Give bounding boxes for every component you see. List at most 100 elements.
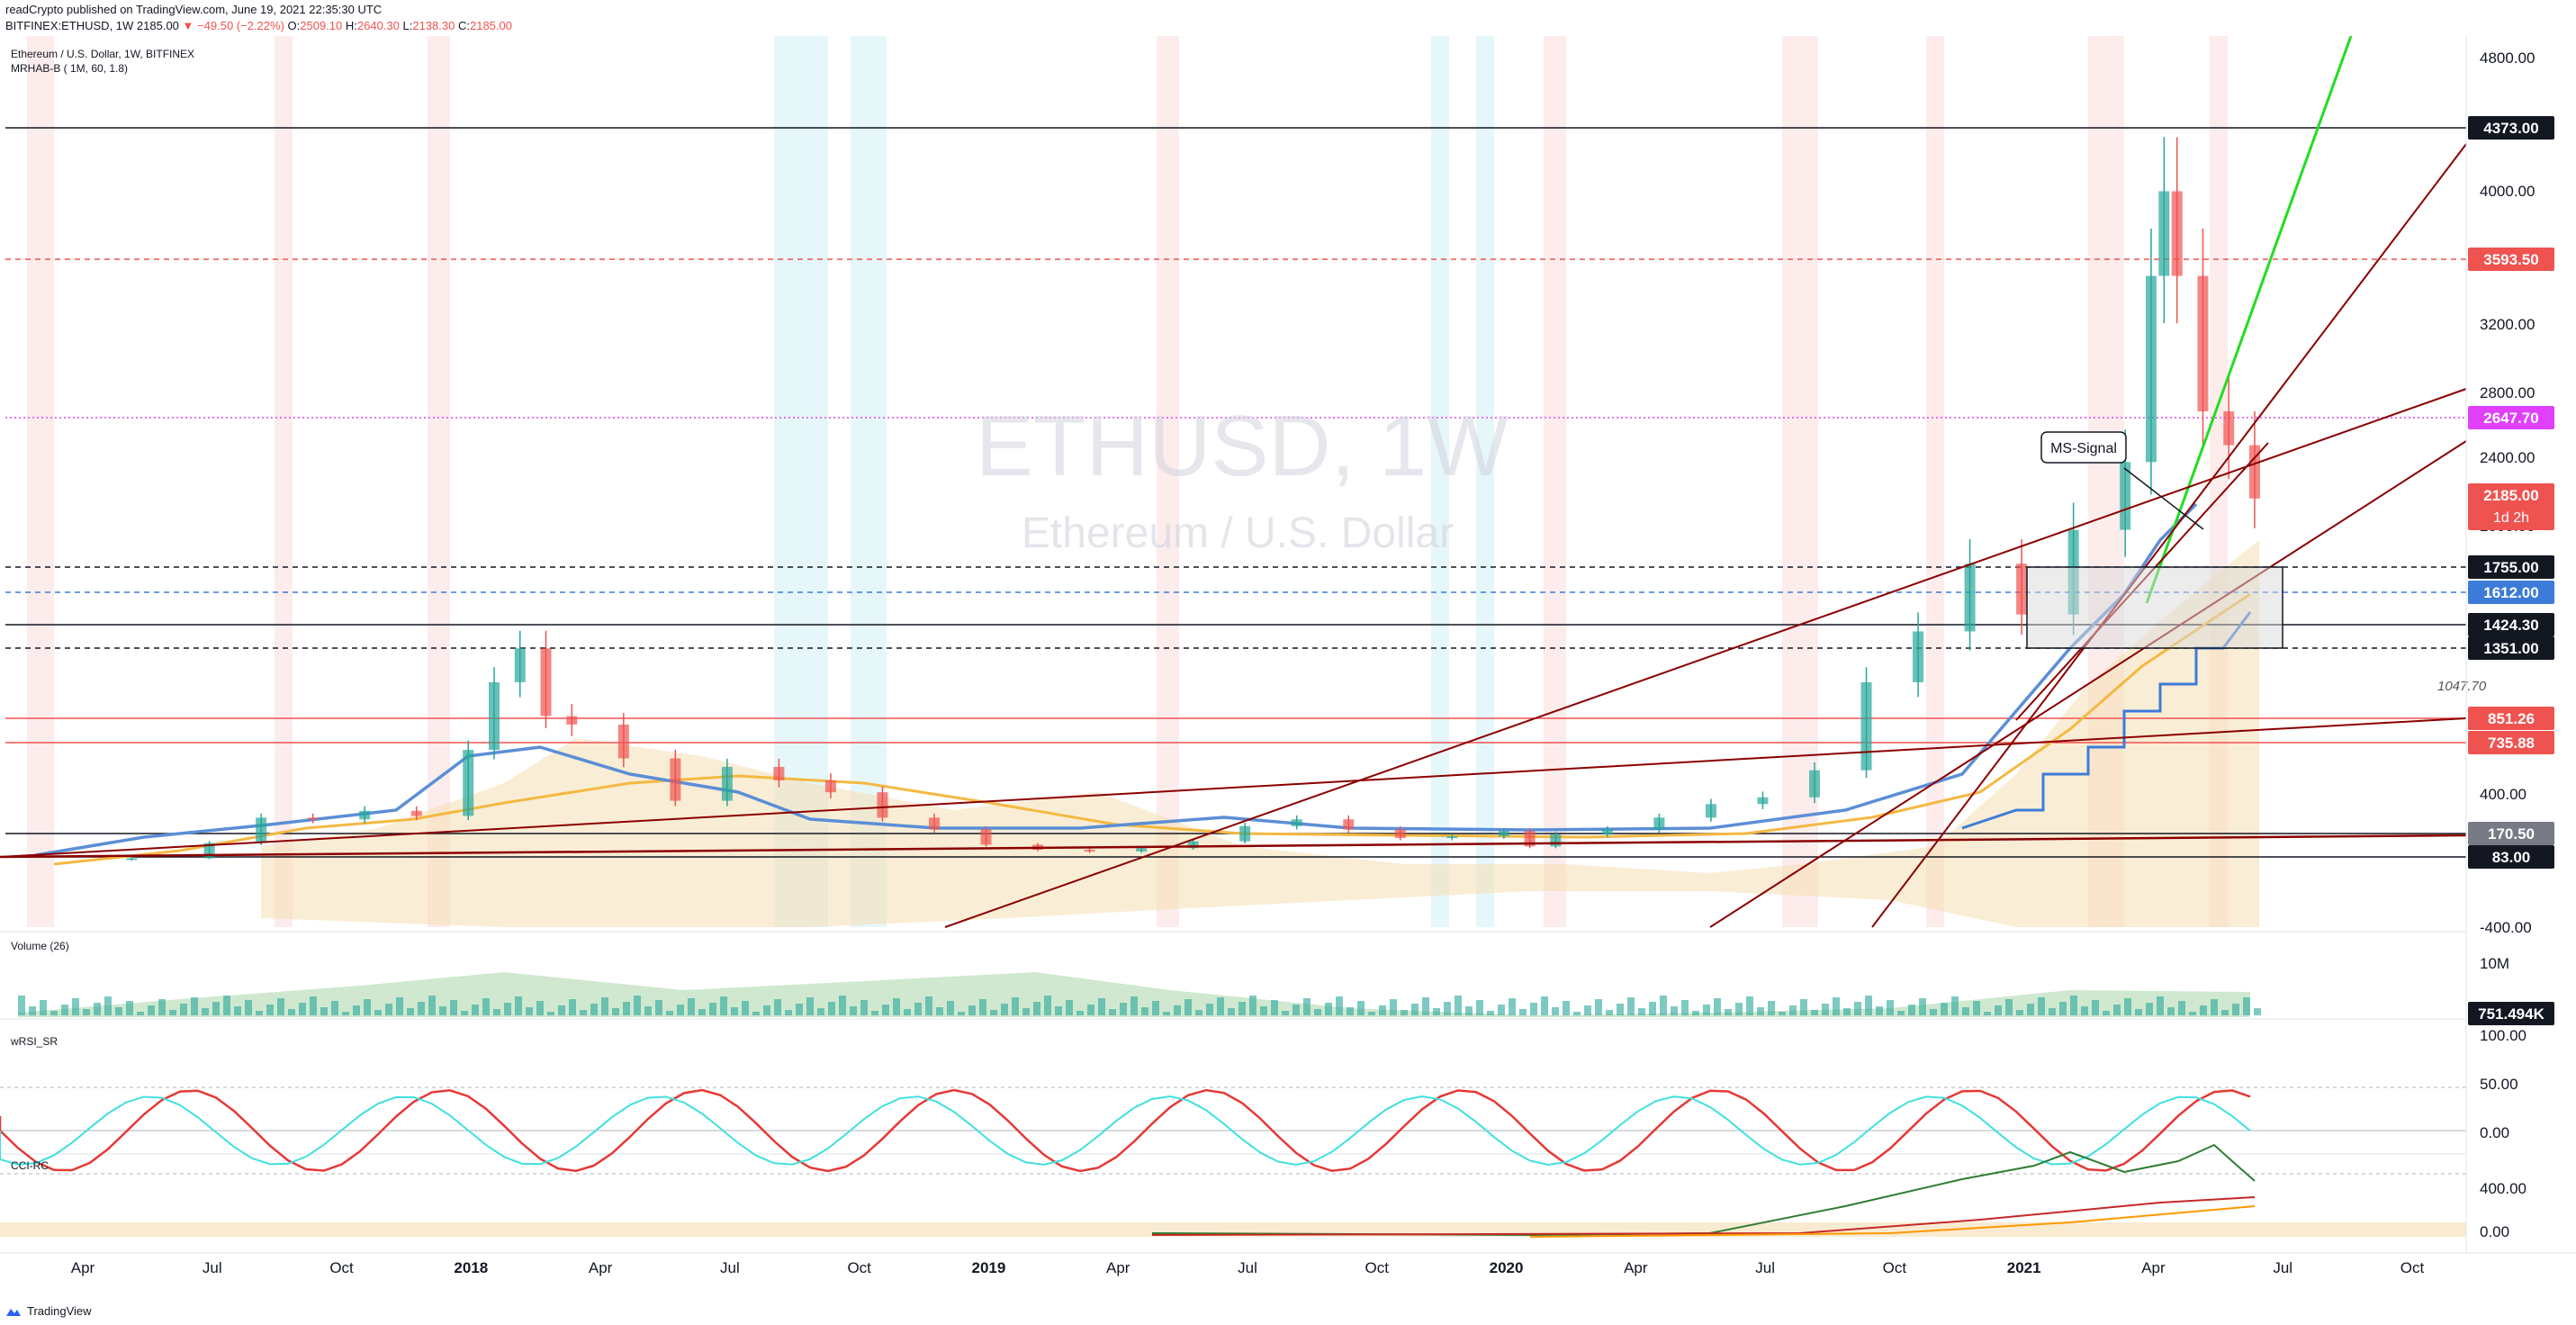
- volume-bar: [1995, 1005, 2002, 1015]
- volume-bar: [2113, 1005, 2121, 1015]
- volume-bar: [860, 1000, 868, 1015]
- trend-line-rise: [0, 717, 2467, 858]
- volume-bar: [2059, 1002, 2067, 1015]
- time-label-3: 2018: [454, 1259, 488, 1276]
- legend-symbol[interactable]: Ethereum / U.S. Dollar, 1W, BITFINEX: [11, 48, 195, 60]
- volume-bar: [774, 999, 781, 1015]
- high-label: H:: [345, 19, 357, 32]
- volume-bar: [1249, 996, 1256, 1015]
- volume-bar: [1206, 1004, 1213, 1015]
- volume-bar: [1671, 1006, 1678, 1015]
- volume-bar: [828, 1002, 835, 1015]
- volume-bar: [310, 996, 317, 1015]
- candle-body-47: [2223, 410, 2235, 446]
- volume-bar: [1076, 1011, 1084, 1015]
- time-label-2: Oct: [329, 1259, 354, 1276]
- volume-bar: [1768, 1001, 1775, 1015]
- volume-bar: [1908, 1005, 1915, 1015]
- volume-bar: [2167, 1007, 2175, 1015]
- volume-bar: [1433, 1008, 1440, 1015]
- volume-bar: [1811, 1010, 1818, 1015]
- volume-bar: [1876, 1006, 1883, 1015]
- candle-body-9: [514, 648, 526, 682]
- volume-bar: [61, 1005, 68, 1015]
- price-badges: 4373.00 3593.50 2647.70 2185.00 1d 2h 1755.00…: [2468, 116, 2554, 1025]
- cci-pane-label[interactable]: CCI-RC: [11, 1159, 49, 1172]
- ms-signal-callout[interactable]: MS-Signal: [2040, 431, 2204, 530]
- price-badge-text-10: 170.50: [2488, 825, 2535, 843]
- candle-body-37: [1860, 681, 1872, 771]
- candle-body-1: [126, 858, 138, 861]
- volume-bar: [266, 1005, 274, 1015]
- price-badge-0: [2468, 116, 2554, 140]
- time-axis[interactable]: Apr Jul Oct 2018 Apr Jul Oct 2019 Apr Jul Oct 2020 A…: [0, 1252, 2576, 1276]
- volume-bar: [1174, 1005, 1181, 1015]
- volume-bar: [925, 996, 932, 1015]
- volume-bar: [990, 1010, 997, 1015]
- candle-body-26: [1343, 819, 1355, 830]
- volume-bar: [1098, 998, 1105, 1015]
- legend-indicator[interactable]: MRHAB-B ( 1M, 60, 1.8): [11, 62, 129, 75]
- volume-bar: [331, 1001, 338, 1015]
- candle-body-7: [463, 750, 474, 816]
- volume-bar: [1951, 996, 1959, 1015]
- volume-bar: [2070, 996, 2077, 1015]
- volume-bar: [482, 998, 490, 1015]
- trend-line-floor: [0, 834, 2467, 859]
- volume-bar: [115, 1007, 122, 1015]
- volume-bar: [461, 1011, 468, 1015]
- volume-bar: [850, 1006, 857, 1015]
- candle-body-33: [1653, 817, 1665, 830]
- price-axis[interactable]: 4800.004000.003200.002800.002400.002000.…: [2465, 36, 2535, 1253]
- volume-bar: [1714, 998, 1721, 1015]
- candle-body-24: [1239, 825, 1251, 842]
- rsi-pane-label[interactable]: wRSI_SR: [11, 1035, 59, 1048]
- volume-bar: [1293, 1005, 1300, 1015]
- volume-bar: [623, 1002, 630, 1015]
- volume-bar: [752, 1012, 760, 1015]
- candle-body-12: [617, 724, 629, 759]
- trading-chart[interactable]: ETHUSD, 1W Ethereum / U.S. Dollar MS-Sig…: [0, 36, 2576, 1298]
- volume-bar: [1800, 999, 1807, 1015]
- volume-bar: [137, 1012, 144, 1015]
- support-zone-box[interactable]: [2026, 566, 2283, 649]
- volume-bar: [83, 1009, 90, 1015]
- volume-bar: [1606, 1010, 1613, 1015]
- volume-bar: [1368, 1012, 1375, 1015]
- cci-signal-line: [1151, 1196, 2256, 1236]
- trend-lines[interactable]: [0, 36, 2467, 928]
- volume-bar: [1476, 1000, 1483, 1015]
- volume-bar: [914, 1003, 922, 1015]
- volume-bar: [1725, 1009, 1732, 1015]
- volume-bar: [1109, 1009, 1116, 1015]
- volume-bar: [2135, 1009, 2142, 1015]
- volume-bar: [234, 1006, 241, 1015]
- volume-bar: [1681, 1000, 1689, 1015]
- trend-line-mid: [1709, 440, 2467, 928]
- watermark-ticker: ETHUSD, 1W: [976, 398, 1509, 494]
- volume-bar: [2189, 1012, 2196, 1015]
- volume-pane-label[interactable]: Volume (26): [11, 940, 69, 952]
- candle-body-4: [307, 817, 319, 820]
- volume-bar: [817, 1008, 824, 1015]
- price-tick-2: 3200.00: [2480, 316, 2535, 333]
- volume-bar: [526, 1007, 533, 1015]
- volume-bar: [396, 997, 403, 1015]
- volume-bar: [1509, 998, 1516, 1015]
- volume-bar: [1919, 998, 1926, 1015]
- volume-bar: [1595, 999, 1602, 1015]
- volume-bar: [1757, 1007, 1764, 1015]
- volume-bar: [1163, 1012, 1170, 1015]
- candle-body-29: [1498, 831, 1509, 837]
- volume-bar: [493, 1009, 500, 1015]
- blue-band-1: [851, 36, 887, 927]
- time-label-8: Apr: [1106, 1259, 1130, 1276]
- volume-bar: [1660, 996, 1667, 1015]
- volume-bar: [1984, 1012, 1991, 1015]
- time-label-18: Oct: [2400, 1259, 2425, 1276]
- volume-bar: [1563, 1001, 1570, 1015]
- cci-tick-0: 400.00: [2480, 1180, 2526, 1197]
- volume-bar: [342, 1012, 349, 1015]
- volume-bar: [1843, 1008, 1851, 1015]
- volume-bar: [958, 1012, 965, 1015]
